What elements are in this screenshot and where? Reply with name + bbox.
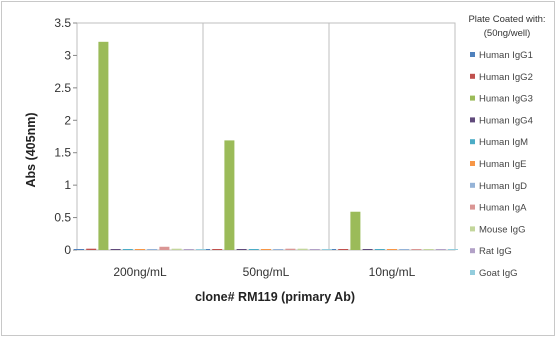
legend-label: Human IgA	[479, 203, 527, 214]
legend: Plate Coated with: (50ng/well) Human IgG…	[468, 14, 545, 279]
x-tick-label: 10ng/mL	[369, 265, 416, 279]
bar	[285, 248, 296, 250]
y-axis-title: Abs (405nm)	[24, 112, 38, 187]
bar	[322, 249, 332, 250]
y-axis-ticks: 0 0.5 1 1.5 2 2.5 3 3.5	[54, 16, 77, 257]
bar	[411, 249, 422, 250]
bar	[374, 249, 385, 250]
x-tick-label: 200ng/mL	[113, 265, 167, 279]
legend-label: Rat IgG	[479, 246, 512, 257]
bar	[212, 249, 223, 250]
bars	[74, 41, 458, 251]
legend-label: Human IgM	[479, 137, 528, 148]
bar	[196, 249, 206, 250]
x-axis-ticks: 200ng/mL 50ng/mL 10ng/mL	[113, 265, 415, 279]
legend-label: Human IgG4	[479, 115, 533, 126]
y-tick-label: 0	[64, 243, 71, 257]
bar	[338, 249, 349, 250]
bar	[273, 249, 284, 250]
bar	[236, 249, 247, 250]
legend-swatch	[470, 95, 475, 101]
legend-label: Goat IgG	[479, 268, 518, 279]
bar	[224, 140, 235, 250]
bar	[171, 248, 182, 250]
bar	[261, 249, 271, 250]
legend-swatch	[470, 139, 475, 145]
y-tick-label: 2.5	[54, 81, 71, 95]
legend-swatch	[470, 248, 475, 254]
x-axis-title: clone# RM119 (primary Ab)	[195, 290, 355, 304]
x-tick-label: 50ng/mL	[243, 265, 290, 279]
legend-swatch	[470, 117, 475, 123]
bar	[122, 249, 133, 250]
legend-swatch	[470, 182, 475, 188]
bar	[297, 248, 308, 250]
bar	[183, 249, 194, 250]
legend-swatch	[470, 161, 475, 166]
bar	[147, 249, 158, 250]
y-tick-label: 1	[64, 178, 71, 192]
bar	[350, 211, 361, 250]
bar	[98, 41, 109, 251]
legend-label: Human IgG2	[479, 72, 533, 83]
legend-swatch	[470, 204, 475, 210]
bar	[448, 249, 458, 250]
y-tick-label: 3.5	[54, 16, 71, 30]
bar	[362, 249, 373, 250]
legend-label: Mouse IgG	[479, 224, 525, 235]
legend-swatch	[470, 270, 475, 275]
plot-border	[76, 22, 456, 251]
legend-swatch	[470, 226, 475, 232]
bar	[74, 249, 84, 250]
legend-title-line-2: (50ng/well)	[484, 28, 530, 39]
legend-label: Human IgE	[479, 159, 527, 170]
bar	[135, 249, 145, 250]
legend-label: Human IgG3	[479, 94, 533, 105]
bar	[435, 249, 446, 250]
y-tick-label: 0.5	[54, 211, 71, 225]
y-tick-label: 1.5	[54, 146, 71, 160]
bar	[423, 249, 434, 250]
bar	[387, 249, 397, 250]
bar	[86, 248, 97, 250]
bar	[248, 249, 259, 250]
bar	[309, 249, 320, 250]
plot-area	[76, 22, 456, 251]
legend-label: Human IgG1	[479, 50, 533, 61]
bar	[399, 249, 410, 250]
legend-swatch	[470, 52, 475, 57]
y-tick-label: 2	[64, 113, 71, 127]
legend-title-line-1: Plate Coated with:	[468, 14, 545, 25]
legend-items: Human IgG1 Human IgG2 Human IgG3 Human IgG4…	[470, 50, 533, 279]
y-tick-label: 3	[64, 48, 71, 62]
legend-swatch	[470, 73, 475, 79]
bar	[110, 249, 121, 250]
bar	[159, 246, 170, 250]
legend-label: Human IgD	[479, 181, 527, 192]
